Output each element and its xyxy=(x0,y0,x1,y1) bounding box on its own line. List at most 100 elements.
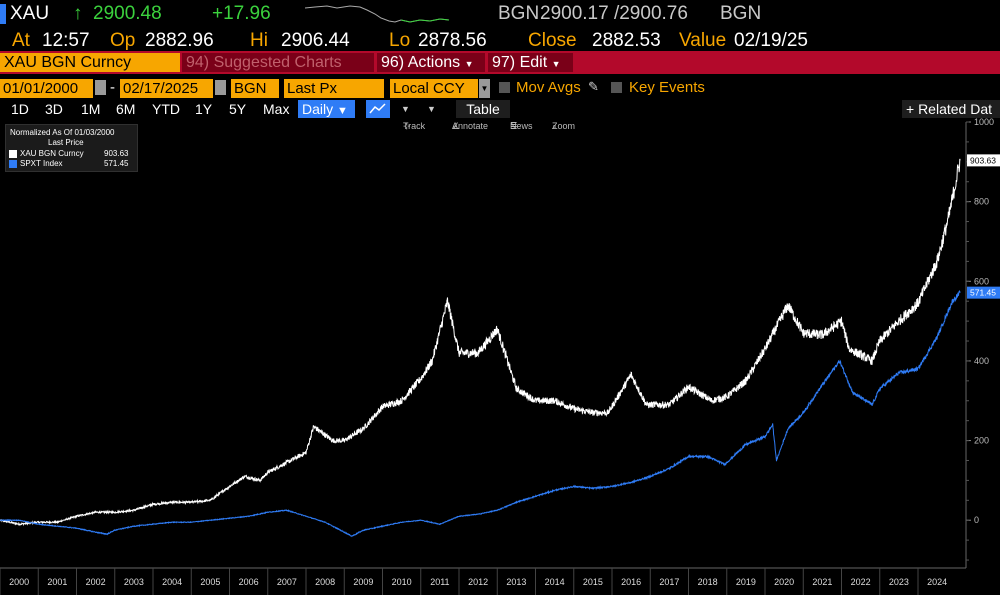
x-axis-band xyxy=(0,569,1000,595)
caret-down-icon: ▼ xyxy=(464,59,474,69)
frequency-dropdown[interactable]: Daily ▼ xyxy=(298,100,355,118)
timeframe-3d[interactable]: 3D xyxy=(45,101,63,117)
y-tick-label: 600 xyxy=(974,276,989,286)
low-label: Lo xyxy=(389,30,411,51)
x-tick-label: 2022 xyxy=(851,577,871,587)
x-tick-label: 2010 xyxy=(392,577,412,587)
date-separator: - xyxy=(110,79,115,96)
crosshair-icon: ⊹ xyxy=(403,121,411,131)
y-tick-label: 0 xyxy=(974,515,979,525)
timeframe-1d[interactable]: 1D xyxy=(11,101,29,117)
price-field[interactable]: Last Px xyxy=(284,79,384,98)
news-label: News xyxy=(510,121,533,131)
x-tick-label: 2012 xyxy=(468,577,488,587)
timeframe-6m[interactable]: 6M xyxy=(116,101,136,117)
timeframe-1y[interactable]: 1Y xyxy=(195,101,213,117)
edit-menu[interactable]: 97) Edit ▼ xyxy=(488,53,573,72)
quote-time: 12:57 xyxy=(42,30,90,51)
track-label: Track xyxy=(403,121,426,131)
calendar-icon[interactable] xyxy=(215,80,226,95)
bid-source: BGN xyxy=(498,3,540,24)
x-tick-label: 2017 xyxy=(659,577,679,587)
edit-label: 97) Edit xyxy=(492,54,548,71)
key-events-checkbox[interactable] xyxy=(611,82,622,93)
y-tick-label: 400 xyxy=(974,356,989,366)
close-label: Close xyxy=(528,30,577,51)
mov-avgs-checkbox[interactable] xyxy=(499,82,510,93)
last-value-tag-spxt xyxy=(967,286,1000,299)
timeframe-ytd[interactable]: YTD xyxy=(152,101,180,117)
related-data-button[interactable]: + Related Dat xyxy=(902,100,1000,118)
legend-name-spxt: SPXT Index xyxy=(20,159,63,168)
mov-avgs-label[interactable]: Mov Avgs xyxy=(516,79,581,96)
chart-legend: Normalized As Of 01/03/2000 Last Price X… xyxy=(5,124,138,172)
open-value: 2882.96 xyxy=(145,30,214,51)
calendar-icon[interactable] xyxy=(95,80,106,95)
y-tick-label: 200 xyxy=(974,436,989,446)
caret-down-icon: ▼ xyxy=(551,59,561,69)
quote-header: XAU ↑ 2900.48 +17.96 BGN 2900.17 /2900.7… xyxy=(0,0,1000,29)
x-tick-label: 2007 xyxy=(277,577,297,587)
last-value-label-spxt: 571.45 xyxy=(970,288,996,298)
open-label: Op xyxy=(110,30,136,51)
close-value: 2882.53 xyxy=(592,30,661,51)
x-tick-label: 2006 xyxy=(239,577,259,587)
table-button[interactable]: Table xyxy=(456,100,510,118)
x-tick-label: 2001 xyxy=(47,577,67,587)
timeframe-max[interactable]: Max xyxy=(263,101,290,117)
x-tick-label: 2024 xyxy=(927,577,947,587)
caret-down-icon[interactable]: ▼ xyxy=(427,104,436,114)
actions-label: 96) Actions xyxy=(381,54,461,71)
y-tick-label: 800 xyxy=(974,197,989,207)
source-field[interactable]: BGN xyxy=(231,79,279,98)
x-tick-label: 2023 xyxy=(889,577,909,587)
x-tick-label: 2020 xyxy=(774,577,794,587)
last-price: 2900.48 xyxy=(93,3,162,24)
last-value-label-xau: 903.63 xyxy=(970,155,996,165)
function-toolbar: XAU BGN Curncy 94) Suggested Charts 96) … xyxy=(0,51,1000,74)
legend-swatch-spxt xyxy=(9,160,17,168)
suggested-charts-button[interactable]: 94) Suggested Charts xyxy=(182,53,374,72)
zoom-icon: ⌕ xyxy=(552,121,558,131)
x-tick-label: 2008 xyxy=(315,577,335,587)
last-value-tag-xau xyxy=(967,154,1000,167)
x-tick-label: 2013 xyxy=(506,577,526,587)
legend-name-xau: XAU BGN Curncy xyxy=(20,149,84,158)
x-tick-label: 2009 xyxy=(353,577,373,587)
start-date-field[interactable]: 01/01/2000 xyxy=(0,79,93,98)
ticker[interactable]: XAU xyxy=(10,3,50,24)
value-label: Value xyxy=(679,30,727,51)
end-date-field[interactable]: 02/17/2025 xyxy=(120,79,213,98)
key-events-label[interactable]: Key Events xyxy=(629,79,705,96)
news-icon: ≣ xyxy=(510,121,518,131)
caret-down-icon: ▼ xyxy=(337,105,348,117)
x-tick-label: 2011 xyxy=(430,577,449,587)
series-line-spxt xyxy=(0,290,961,538)
legend-swatch-xau xyxy=(9,150,17,158)
x-tick-label: 2016 xyxy=(621,577,641,587)
x-tick-label: 2000 xyxy=(9,577,29,587)
pencil-icon[interactable]: ✎ xyxy=(588,79,599,94)
series-line-xau xyxy=(0,158,961,527)
line-chart-icon[interactable] xyxy=(366,100,390,118)
security-field[interactable]: XAU BGN Curncy xyxy=(0,53,180,72)
frequency-label: Daily xyxy=(302,101,334,117)
value-date: 02/19/25 xyxy=(734,30,808,51)
x-tick-label: 2003 xyxy=(124,577,144,587)
annotate-label: Annotate xyxy=(452,121,489,131)
high-label: Hi xyxy=(250,30,268,51)
x-tick-label: 2018 xyxy=(698,577,718,587)
x-tick-label: 2002 xyxy=(86,577,106,587)
currency-field[interactable]: Local CCY xyxy=(390,79,478,98)
zoom-label: Zoom xyxy=(552,121,576,131)
settings-bar: 01/01/2000 - 02/17/2025 BGN Last Px Loca… xyxy=(0,79,1000,99)
up-arrow-icon: ↑ xyxy=(73,3,83,24)
currency-dropdown-icon[interactable]: ▼ xyxy=(479,79,490,98)
timeframe-1m[interactable]: 1M xyxy=(81,101,101,117)
chart-type-dropdown-icon[interactable]: ▼ xyxy=(401,104,410,114)
legend-subtitle: Last Price xyxy=(48,138,84,147)
actions-menu[interactable]: 96) Actions ▼ xyxy=(377,53,485,72)
legend-value-spxt: 571.45 xyxy=(104,159,129,168)
timeframe-5y[interactable]: 5Y xyxy=(229,101,247,117)
